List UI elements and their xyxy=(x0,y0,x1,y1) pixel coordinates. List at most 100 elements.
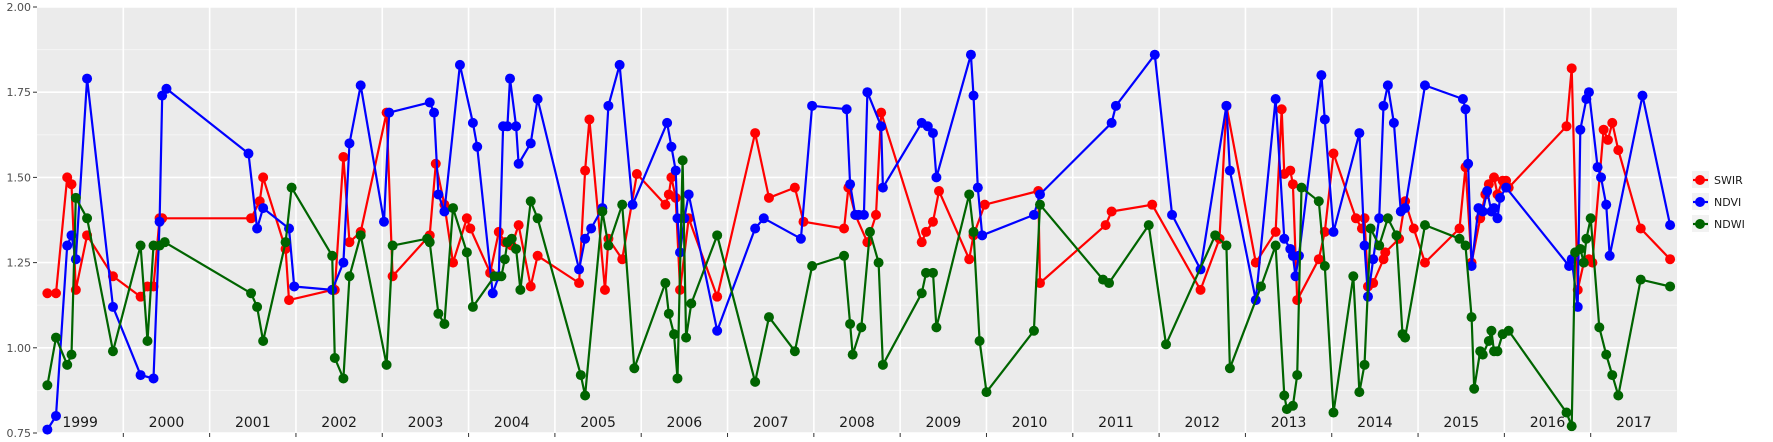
point-ndvi xyxy=(433,189,444,200)
point-ndwi xyxy=(433,308,444,319)
legend-item-ndwi: NDWI xyxy=(1692,215,1745,232)
point-ndvi xyxy=(876,121,887,132)
year-label: 2013 xyxy=(1271,415,1307,431)
point-ndwi xyxy=(847,349,858,360)
year-label: 2000 xyxy=(149,415,185,431)
point-swir xyxy=(50,288,61,299)
point-ndwi xyxy=(1469,383,1480,394)
point-ndwi xyxy=(1391,230,1402,241)
point-ndvi xyxy=(532,94,543,105)
point-ndvi xyxy=(154,216,165,227)
point-ndvi xyxy=(1270,94,1281,105)
point-ndwi xyxy=(1575,243,1586,254)
point-swir xyxy=(1276,104,1287,115)
point-ndwi xyxy=(1328,407,1339,418)
point-ndvi xyxy=(513,158,524,169)
point-ndvi xyxy=(972,182,983,193)
point-ndwi xyxy=(1486,325,1497,336)
point-ndwi xyxy=(927,267,938,278)
point-swir xyxy=(448,257,459,268)
point-ndvi xyxy=(82,73,93,84)
point-ndwi xyxy=(807,261,818,272)
point-ndvi xyxy=(1463,158,1474,169)
year-label: 2011 xyxy=(1098,415,1134,431)
point-ndwi xyxy=(1296,182,1307,193)
point-ndwi xyxy=(506,233,517,244)
point-ndvi xyxy=(1106,117,1117,128)
legend-label: NDVI xyxy=(1714,196,1741,209)
point-ndvi xyxy=(1419,80,1430,91)
point-ndvi xyxy=(1495,192,1506,203)
point-ndvi xyxy=(1221,100,1232,111)
point-ndvi xyxy=(862,87,873,98)
point-ndvi xyxy=(1319,114,1330,125)
point-ndvi xyxy=(574,264,585,275)
point-ndwi xyxy=(1270,240,1281,251)
point-ndwi xyxy=(873,257,884,268)
year-label: 2012 xyxy=(1184,415,1220,431)
point-ndvi xyxy=(1374,213,1385,224)
point-ndvi xyxy=(62,240,73,251)
year-label: 2009 xyxy=(925,415,961,431)
point-ndvi xyxy=(1596,172,1607,183)
point-swir xyxy=(1328,148,1339,159)
point-ndwi xyxy=(1503,325,1514,336)
point-ndvi xyxy=(672,213,683,224)
year-label: 2016 xyxy=(1530,415,1566,431)
point-ndwi xyxy=(344,271,355,282)
point-ndvi xyxy=(927,128,938,139)
point-swir xyxy=(66,179,77,190)
point-ndwi xyxy=(327,250,338,261)
point-swir xyxy=(750,128,761,139)
point-ndwi xyxy=(1454,233,1465,244)
point-ndwi xyxy=(381,359,392,370)
point-ndvi xyxy=(284,223,295,234)
point-ndvi xyxy=(1354,128,1365,139)
point-swir xyxy=(1635,223,1646,234)
point-ndwi xyxy=(525,196,536,207)
point-swir xyxy=(1106,206,1117,217)
point-ndwi xyxy=(1210,230,1221,241)
point-swir xyxy=(934,186,944,197)
point-ndwi xyxy=(499,254,510,265)
point-ndwi xyxy=(142,335,153,346)
point-ndvi xyxy=(378,216,389,227)
point-ndvi xyxy=(758,213,769,224)
point-ndvi xyxy=(1482,186,1493,197)
point-ndvi xyxy=(243,148,254,159)
point-ndwi xyxy=(750,376,761,387)
point-ndvi xyxy=(1290,271,1301,282)
point-ndvi xyxy=(662,117,673,128)
point-ndvi xyxy=(258,203,269,214)
point-ndvi xyxy=(1592,162,1603,173)
legend-key-point xyxy=(1695,175,1705,185)
point-swir xyxy=(964,254,975,265)
year-label: 2006 xyxy=(667,415,703,431)
point-ndwi xyxy=(1292,370,1303,381)
point-swir xyxy=(584,114,595,125)
point-swir xyxy=(1380,247,1391,258)
point-ndvi xyxy=(712,325,723,336)
y-tick-label: 0.75 xyxy=(7,427,32,440)
point-ndwi xyxy=(660,278,671,289)
point-ndwi xyxy=(1581,233,1592,244)
point-swir xyxy=(580,165,591,176)
year-label: 2017 xyxy=(1616,415,1652,431)
point-ndvi xyxy=(614,59,625,70)
point-ndwi xyxy=(1161,339,1172,350)
point-ndwi xyxy=(1287,400,1298,411)
point-swir xyxy=(258,172,269,183)
point-ndwi xyxy=(864,226,875,237)
point-swir xyxy=(1607,117,1618,128)
point-ndvi xyxy=(439,206,450,217)
point-ndvi xyxy=(161,83,172,94)
y-tick-label: 1.00 xyxy=(7,342,32,355)
point-ndvi xyxy=(1637,90,1648,101)
point-ndwi xyxy=(968,226,979,237)
point-ndwi xyxy=(1365,223,1376,234)
series-ndvi xyxy=(42,49,1676,435)
year-label: 2014 xyxy=(1357,415,1393,431)
point-swir xyxy=(1287,179,1298,190)
point-ndwi xyxy=(981,387,992,398)
year-label: 2004 xyxy=(494,415,530,431)
